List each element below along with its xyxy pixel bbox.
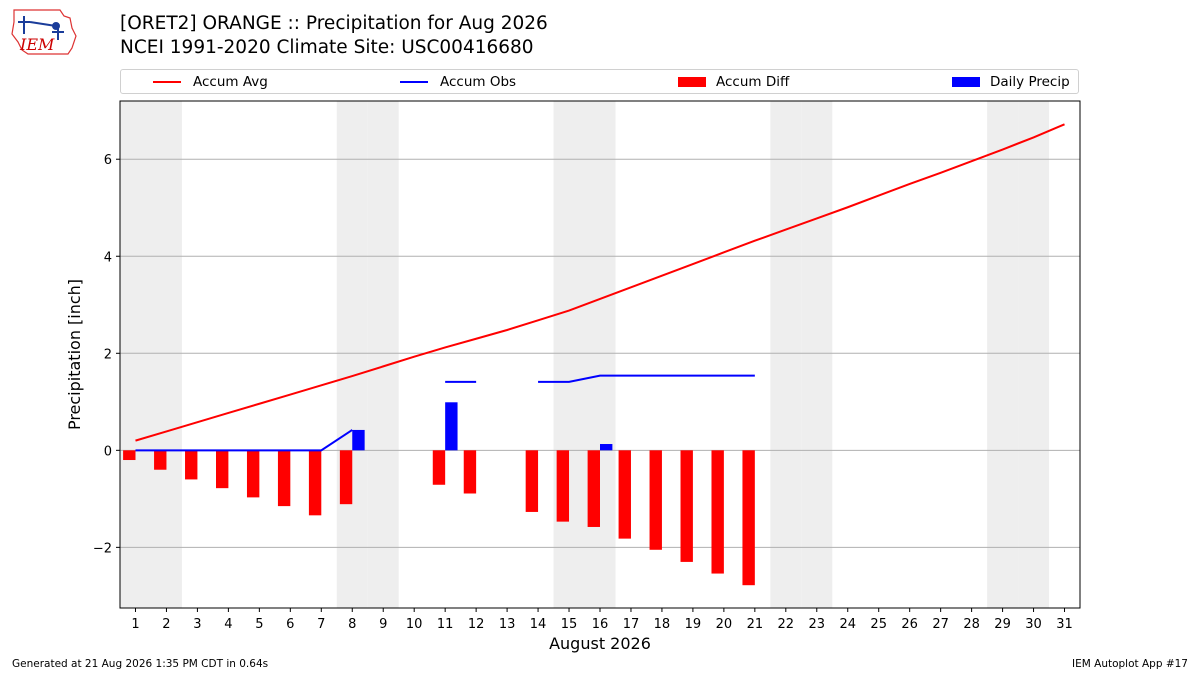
legend-label: Accum Obs xyxy=(440,73,517,90)
daily-bar xyxy=(600,444,613,451)
x-axis-label: August 2026 xyxy=(549,634,651,653)
weekend-band xyxy=(150,101,182,608)
x-tick-label: 2 xyxy=(162,617,170,632)
legend-label: Daily Precip xyxy=(990,73,1070,90)
diff-bar xyxy=(587,450,600,527)
chart-subtitle: NCEI 1991-2020 Climate Site: USC00416680 xyxy=(120,37,534,58)
x-tick-label: 7 xyxy=(317,617,325,632)
daily-bar xyxy=(352,429,365,451)
diff-bar xyxy=(618,450,631,539)
y-axis-label: Precipitation [inch] xyxy=(65,279,84,430)
accum-avg-line xyxy=(135,123,1065,442)
x-tick-label: 24 xyxy=(839,617,856,632)
x-tick-label: 9 xyxy=(379,617,387,632)
legend-item-accum-avg: Accum Avg xyxy=(153,70,268,93)
daily-bar xyxy=(445,402,458,451)
x-tick-label: 3 xyxy=(193,617,201,632)
diff-bar xyxy=(742,450,755,586)
y-tick-label: 4 xyxy=(104,250,112,265)
x-tick-label: 10 xyxy=(406,617,423,632)
x-tick-label: 14 xyxy=(530,617,547,632)
diff-bar xyxy=(525,450,539,512)
generated-note: Generated at 21 Aug 2026 1:35 PM CDT in … xyxy=(12,658,269,670)
diff-bar xyxy=(123,450,136,461)
diff-bar xyxy=(432,450,446,485)
diff-bar xyxy=(649,450,662,550)
x-tick-label: 17 xyxy=(623,617,640,632)
weekend-band xyxy=(801,101,833,608)
diff-bar xyxy=(339,450,353,505)
x-tick-label: 12 xyxy=(468,617,485,632)
x-tick-label: 5 xyxy=(255,617,263,632)
legend-swatch-obs xyxy=(400,80,428,83)
x-tick-label: 13 xyxy=(499,617,516,632)
legend-swatch-avg xyxy=(153,80,181,83)
weekend-band xyxy=(584,101,616,608)
legend-item-daily-precip: Daily Precip xyxy=(952,70,1070,93)
accum-obs-line xyxy=(538,374,755,383)
legend-swatch-diff xyxy=(678,76,706,87)
diff-bar xyxy=(185,450,198,480)
weekend-band xyxy=(553,101,585,608)
diff-bar xyxy=(463,450,477,494)
legend-label: Accum Diff xyxy=(716,73,790,90)
diff-bar xyxy=(308,450,322,516)
x-tick-label: 20 xyxy=(716,617,733,632)
accum-obs-line xyxy=(135,429,353,452)
y-tick-label: 0 xyxy=(104,444,112,459)
weekend-band xyxy=(120,101,151,608)
diff-bar xyxy=(680,450,693,562)
app-note: IEM Autoplot App #17 xyxy=(1072,658,1188,670)
x-tick-label: 6 xyxy=(286,617,294,632)
x-tick-label: 19 xyxy=(685,617,702,632)
x-tick-label: 11 xyxy=(437,617,454,632)
x-tick-label: 18 xyxy=(654,617,671,632)
diff-bar xyxy=(216,450,229,489)
x-tick-label: 31 xyxy=(1056,617,1073,632)
legend-label: Accum Avg xyxy=(193,73,268,90)
x-tick-label: 25 xyxy=(870,617,887,632)
iem-logo: IEM xyxy=(11,9,77,55)
weekend-band xyxy=(367,101,399,608)
weekend-band xyxy=(1018,101,1050,608)
y-tick-label: 2 xyxy=(104,347,112,362)
x-tick-label: 21 xyxy=(747,617,764,632)
weekend-band xyxy=(770,101,802,608)
weekend-band xyxy=(336,101,368,608)
y-tick-label: −2 xyxy=(93,541,112,556)
legend-swatch-daily xyxy=(952,76,980,87)
x-tick-label: 22 xyxy=(778,617,795,632)
diff-bar xyxy=(277,450,291,507)
logo-text: IEM xyxy=(19,35,55,54)
x-tick-label: 1 xyxy=(131,617,139,632)
x-tick-label: 27 xyxy=(932,617,949,632)
x-tick-label: 15 xyxy=(561,617,578,632)
diff-bar xyxy=(154,450,167,470)
x-tick-label: 23 xyxy=(809,617,826,632)
y-tick-label: 6 xyxy=(104,153,112,168)
x-tick-label: 8 xyxy=(348,617,356,632)
legend: Accum Avg Accum Obs Accum Diff Daily Pre… xyxy=(120,69,1079,94)
diff-bar xyxy=(246,450,260,498)
chart-title: [ORET2] ORANGE :: Precipitation for Aug … xyxy=(120,13,548,34)
x-tick-label: 26 xyxy=(901,617,918,632)
x-tick-label: 29 xyxy=(994,617,1011,632)
x-tick-label: 30 xyxy=(1025,617,1042,632)
x-tick-label: 28 xyxy=(963,617,980,632)
legend-item-accum-obs: Accum Obs xyxy=(400,70,516,93)
weekend-band xyxy=(987,101,1019,608)
legend-item-accum-diff: Accum Diff xyxy=(678,70,789,93)
diff-bar xyxy=(556,450,570,522)
x-tick-label: 16 xyxy=(592,617,609,632)
x-tick-label: 4 xyxy=(224,617,232,632)
diff-bar xyxy=(711,450,724,574)
